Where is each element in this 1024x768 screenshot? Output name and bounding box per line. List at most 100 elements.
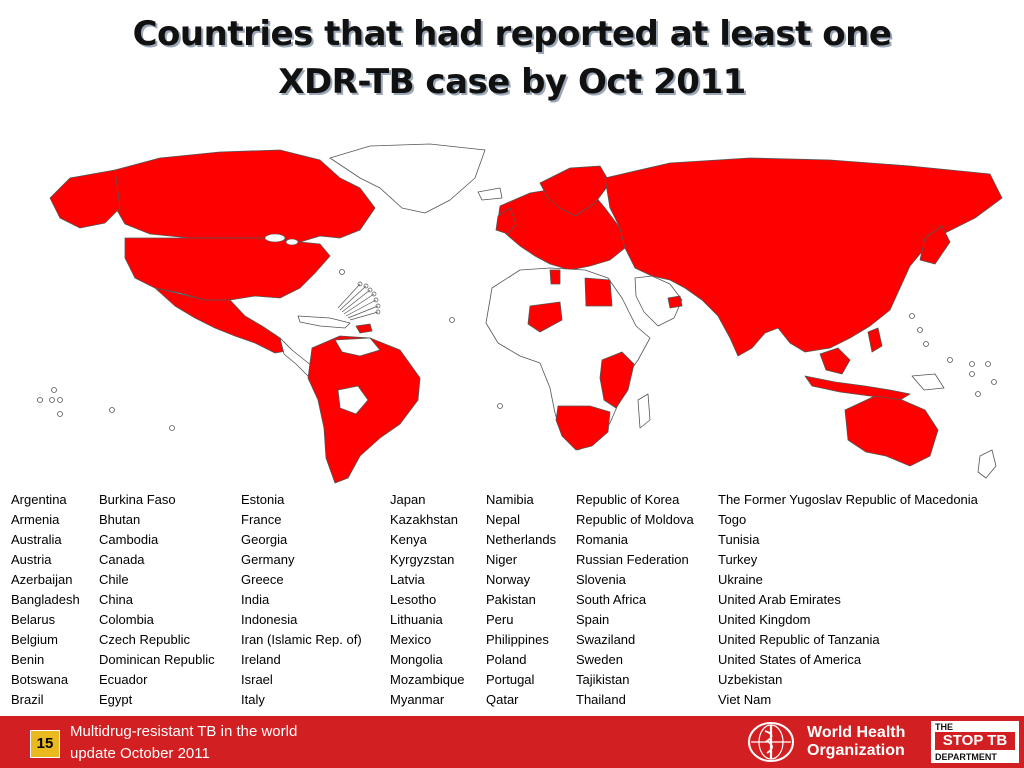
new-zealand-shape — [977, 449, 997, 479]
country-name: Ukraine — [718, 572, 763, 587]
niger-shape — [527, 301, 563, 333]
country-name: Lithuania — [390, 612, 443, 627]
country-name: Qatar — [486, 692, 519, 707]
country-name: Mozambique — [390, 672, 465, 687]
tunisia-shape — [549, 269, 561, 285]
country-column-7: The Former Yugoslav Republic of Macedoni… — [718, 490, 978, 710]
country-name: Bhutan — [99, 512, 141, 527]
australia-shape — [844, 395, 939, 467]
stop-tb-top: THE — [935, 722, 953, 732]
png-shape — [911, 373, 945, 391]
country-name: India — [241, 592, 270, 607]
country-name: Belarus — [11, 612, 56, 627]
southern-africa-shape — [555, 405, 611, 451]
country-name: Bangladesh — [11, 592, 80, 607]
country-name: Swaziland — [576, 632, 636, 647]
country-name: Thailand — [576, 692, 626, 707]
country-name: Austria — [11, 552, 52, 567]
country-name: Russian Federation — [576, 552, 689, 567]
alaska-shape — [49, 169, 121, 229]
dominican-republic-shape — [355, 323, 373, 334]
caribbean-shape — [297, 315, 351, 329]
country-list: Argentina Armenia Australia Austria Azerbaij… — [0, 490, 1024, 712]
country-name: United States of America — [718, 652, 862, 667]
country-name: Greece — [241, 572, 284, 587]
country-name: Germany — [241, 552, 295, 567]
country-name: Czech Republic — [99, 632, 191, 647]
country-name: Azerbaijan — [11, 572, 73, 587]
country-name: Iran (Islamic Rep. of) — [241, 632, 362, 647]
who-logo: World Health Organization — [745, 721, 925, 763]
country-name: Argentina — [11, 492, 67, 507]
country-name: Tajikistan — [576, 672, 630, 687]
country-name: Australia — [11, 532, 62, 547]
egypt-shape — [584, 277, 613, 307]
country-name: Israel — [241, 672, 273, 687]
country-column-4: Japan Kazakhstan Kenya Kyrgyzstan Latvia Leso… — [390, 490, 464, 710]
country-column-3: Estonia France Georgia Germany Greece India In… — [241, 490, 362, 710]
madagascar-shape — [637, 393, 651, 429]
country-name: Japan — [390, 492, 426, 507]
country-name: Myanmar — [390, 692, 445, 707]
iceland-shape — [477, 187, 503, 201]
country-name: Chile — [99, 572, 129, 587]
country-name: The Former Yugoslav Republic of Macedoni… — [718, 492, 978, 507]
country-name: Togo — [718, 512, 747, 527]
country-name: Portugal — [486, 672, 535, 687]
country-name: Colombia — [99, 612, 154, 627]
country-name: United Republic of Tanzania — [718, 632, 880, 647]
canada-shape — [109, 149, 376, 243]
country-name: Nepal — [486, 512, 520, 527]
footer-caption: Multidrug-resistant TB in the world upda… — [70, 721, 297, 765]
title-line-1: Countries that had reported at least one — [132, 14, 892, 54]
page-number: 15 — [30, 730, 60, 758]
country-name: Estonia — [241, 492, 285, 507]
country-name: Canada — [99, 552, 145, 567]
greenland-shape — [329, 143, 486, 214]
country-name: Tunisia — [718, 532, 760, 547]
east-africa-shape — [599, 351, 635, 409]
country-name: Benin — [11, 652, 45, 667]
country-name: Spain — [576, 612, 610, 627]
country-column-6: Republic of Korea Republic of Moldova Roma… — [576, 490, 694, 710]
country-name: Indonesia — [241, 612, 298, 627]
small-islands — [37, 269, 997, 431]
country-name: Norway — [486, 572, 531, 587]
country-name: Kazakhstan — [390, 512, 458, 527]
country-name: Dominican Republic — [99, 652, 215, 667]
japan-shape — [919, 225, 951, 265]
uk-ireland-shape — [495, 207, 517, 235]
country-name: South Africa — [576, 592, 647, 607]
country-name: Kyrgyzstan — [390, 552, 455, 567]
country-name: Lesotho — [390, 592, 437, 607]
country-name: Viet Nam — [718, 692, 772, 707]
country-name: Latvia — [390, 572, 425, 587]
country-name: United Kingdom — [718, 612, 811, 627]
country-name: Poland — [486, 652, 527, 667]
country-name: Botswana — [11, 672, 69, 687]
country-name: Ecuador — [99, 672, 148, 687]
venezuela-shape — [334, 337, 381, 357]
country-name: Slovenia — [576, 572, 626, 587]
country-name: Romania — [576, 532, 629, 547]
country-name: China — [99, 592, 133, 607]
who-name-line-1: World Health — [807, 724, 906, 741]
africa-shape — [485, 267, 651, 451]
country-name: Pakistan — [486, 592, 536, 607]
country-column-5: Namibia Nepal Netherlands Niger Norway Pakist… — [486, 490, 556, 710]
asia-shape — [604, 157, 1003, 357]
country-name: Brazil — [11, 692, 44, 707]
country-name: Belgium — [11, 632, 58, 647]
bolivia-shape — [337, 385, 369, 415]
country-column-2: Burkina Faso Bhutan Cambodia Canada Chile Chi… — [99, 490, 215, 710]
scandinavia-shape — [539, 165, 611, 217]
country-name: Italy — [241, 692, 265, 707]
country-name: Ireland — [241, 652, 281, 667]
indonesia-shape — [804, 375, 911, 401]
slide-title: Countries that had reported at least one… — [0, 10, 1024, 106]
country-name: Republic of Korea — [576, 492, 680, 507]
usa-shape — [124, 237, 331, 301]
who-name-line-2: Organization — [807, 742, 905, 759]
country-name: Cambodia — [99, 532, 159, 547]
stop-tb-bottom: DEPARTMENT — [935, 752, 997, 762]
